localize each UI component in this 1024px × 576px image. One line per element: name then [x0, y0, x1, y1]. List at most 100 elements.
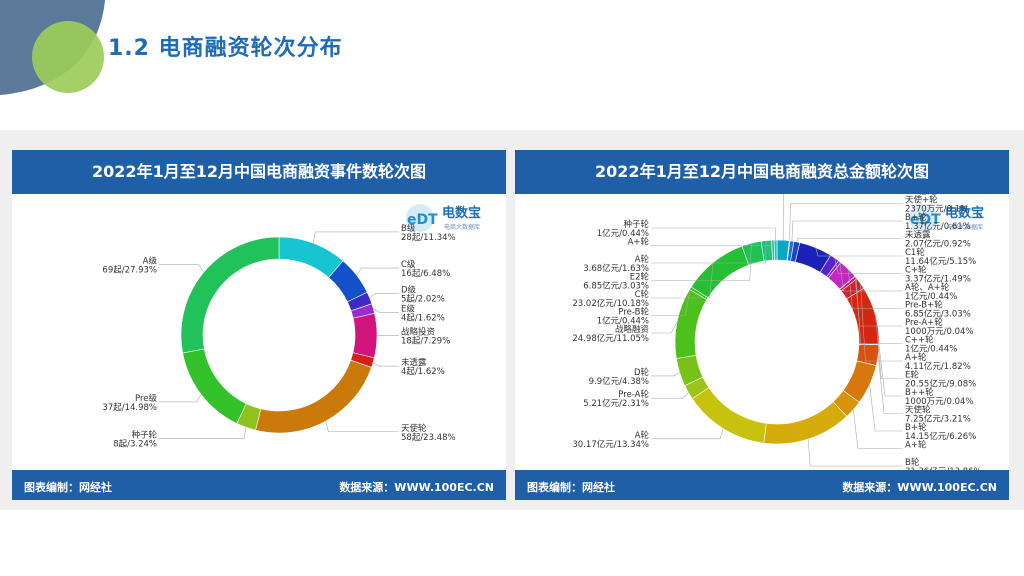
slice-value-label: 8起/3.24%	[113, 440, 157, 450]
leader-line	[853, 409, 903, 449]
slice-name-label: B+轮	[905, 212, 927, 223]
slice-name-label: B++轮	[905, 387, 934, 398]
slice-name-label: E2轮	[630, 272, 650, 283]
slice-name-label: B级	[401, 223, 416, 234]
slice-value-label: 1亿元/0.44%	[597, 228, 649, 239]
slice-value-label: 24.98亿元/11.05%	[572, 333, 649, 344]
leader-line	[325, 421, 399, 433]
slice-value-label: 1000万元/0.04%	[905, 327, 974, 337]
slice-value-label: 11.64亿元/5.15%	[905, 256, 976, 267]
slice-name-label: D轮	[634, 367, 650, 378]
slice-name-label: E轮	[905, 370, 919, 381]
leader-line	[159, 264, 204, 273]
slice-value-label: 4起/1.62%	[401, 367, 445, 377]
slice-value-label: 37起/14.98%	[102, 403, 157, 413]
slice-name-label: 战略融资	[615, 324, 650, 335]
footer-credit: 图表编制：网经社	[24, 481, 112, 494]
slice-value-label: 4.3亿元/1.9%	[905, 194, 960, 197]
slice-value-label: 9.9亿元/4.38%	[589, 376, 649, 387]
footer-source: 数据来源：WWW.100EC.CN	[339, 481, 494, 494]
logo: eDT 电数宝 电商大数据库	[909, 204, 984, 232]
slice-value-label: 4起/1.62%	[401, 313, 445, 323]
chart-panel-events: 2022年1月至12月中国电商融资事件数轮次图 eDT 电数宝 电商大数据库 B…	[12, 150, 506, 500]
donut-slice	[690, 245, 750, 299]
logo-mark: eDT	[910, 212, 941, 228]
slice-name-label: Pre-A+轮	[905, 317, 943, 328]
leader-line	[651, 227, 776, 241]
chart-footer: 图表编制：网经社 数据来源：WWW.100EC.CN	[12, 470, 506, 500]
slide-title: 1.2 电商融资轮次分布	[108, 36, 343, 61]
slice-name-label: Pre级	[135, 393, 158, 404]
slice-name-label: 战略投资	[401, 327, 436, 338]
slice-value-label: 4.11亿元/1.82%	[905, 361, 971, 372]
slice-name-label: B+轮	[905, 422, 927, 433]
slice-name-label: C++轮	[905, 335, 934, 346]
chart-title: 2022年1月至12月中国电商融资事件数轮次图	[12, 150, 506, 194]
leader-line	[651, 288, 691, 316]
footer-source: 数据来源：WWW.100EC.CN	[842, 481, 997, 494]
leader-line	[860, 283, 903, 362]
slice-value-label: 3.68亿元/1.63%	[583, 263, 649, 274]
slice-value-label: 2.07亿元/0.92%	[905, 239, 971, 250]
slice-name-label: C级	[401, 259, 416, 270]
slice-name-label: 天使+轮	[905, 195, 938, 206]
leader-line	[847, 268, 903, 309]
leader-line	[855, 277, 903, 344]
slice-value-label: 1.37亿元/0.61%	[905, 221, 971, 232]
slice-name-label: Pre-A轮	[618, 389, 649, 400]
donut-slice	[674, 288, 708, 359]
donut-chart-amount: 战略投资4.3亿元/1.9%天使+轮2370万元/0.1%B+轮1.37亿元/0…	[572, 194, 982, 470]
leader-line	[159, 427, 247, 439]
slice-name-label: C1轮	[905, 247, 925, 258]
slice-value-label: 5起/2.02%	[401, 294, 445, 304]
slice-name-label: C+轮	[905, 265, 927, 276]
slice-name-label: A+轮	[905, 440, 927, 451]
leader-line	[877, 355, 903, 414]
slice-value-label: 31.36亿元/13.86%	[905, 466, 982, 470]
slice-value-label: 23.02亿元/10.18%	[572, 298, 649, 309]
slice-value-label: 5.21亿元/2.31%	[583, 398, 649, 409]
donut-slice	[773, 239, 778, 261]
leader-line	[159, 394, 202, 403]
slice-value-label: 69起/27.93%	[102, 266, 157, 276]
slice-value-label: 1亿元/0.44%	[905, 291, 957, 302]
leader-line	[815, 247, 903, 257]
footer-credit: 图表编制：网经社	[527, 481, 615, 494]
slice-name-label: D级	[401, 284, 417, 295]
leader-line	[878, 344, 903, 397]
leader-line	[789, 203, 903, 241]
slice-name-label: 种子轮	[131, 430, 157, 441]
donut-slice	[180, 236, 280, 354]
leader-line	[651, 240, 767, 264]
slice-name-label: E级	[401, 303, 415, 314]
logo-name: 电数宝	[442, 205, 481, 221]
slice-value-label: 18起/7.29%	[401, 337, 450, 347]
leader-line	[807, 439, 903, 467]
slice-name-label: C轮	[635, 289, 650, 300]
slice-name-label: A+轮	[628, 237, 650, 248]
slice-name-label: 种子轮	[623, 219, 649, 230]
chart-panel-amount: 2022年1月至12月中国电商融资总金额轮次图 eDT 电数宝 电商大数据库 战…	[515, 150, 1009, 500]
slice-name-label: 未透露	[401, 357, 427, 368]
leader-line	[651, 240, 774, 246]
slice-name-label: Pre-B+轮	[905, 300, 943, 311]
slice-value-label: 2370万元/0.1%	[905, 205, 968, 215]
leader-line	[651, 262, 714, 299]
leader-line	[369, 293, 399, 299]
slice-value-label: 1亿元/0.44%	[597, 316, 649, 327]
slice-value-label: 7.25亿元/3.21%	[905, 414, 971, 425]
donut-chart-events: B级28起/11.34%C级16起/6.48%D级5起/2.02%E级4起/1.…	[102, 223, 455, 450]
donut-slice	[278, 236, 344, 278]
leader-line	[796, 238, 903, 243]
slice-name-label: 天使轮	[401, 423, 427, 434]
logo-subtitle: 电商大数据库	[947, 223, 983, 231]
chart-title: 2022年1月至12月中国电商融资总金额轮次图	[515, 150, 1009, 194]
slice-value-label: 14.15亿元/6.26%	[905, 431, 976, 442]
leader-line	[651, 372, 680, 377]
leader-line	[651, 392, 689, 399]
leader-line	[791, 220, 903, 242]
donut-slice	[255, 359, 372, 434]
slice-name-label: 未透露	[905, 230, 931, 241]
leader-line	[651, 322, 678, 334]
